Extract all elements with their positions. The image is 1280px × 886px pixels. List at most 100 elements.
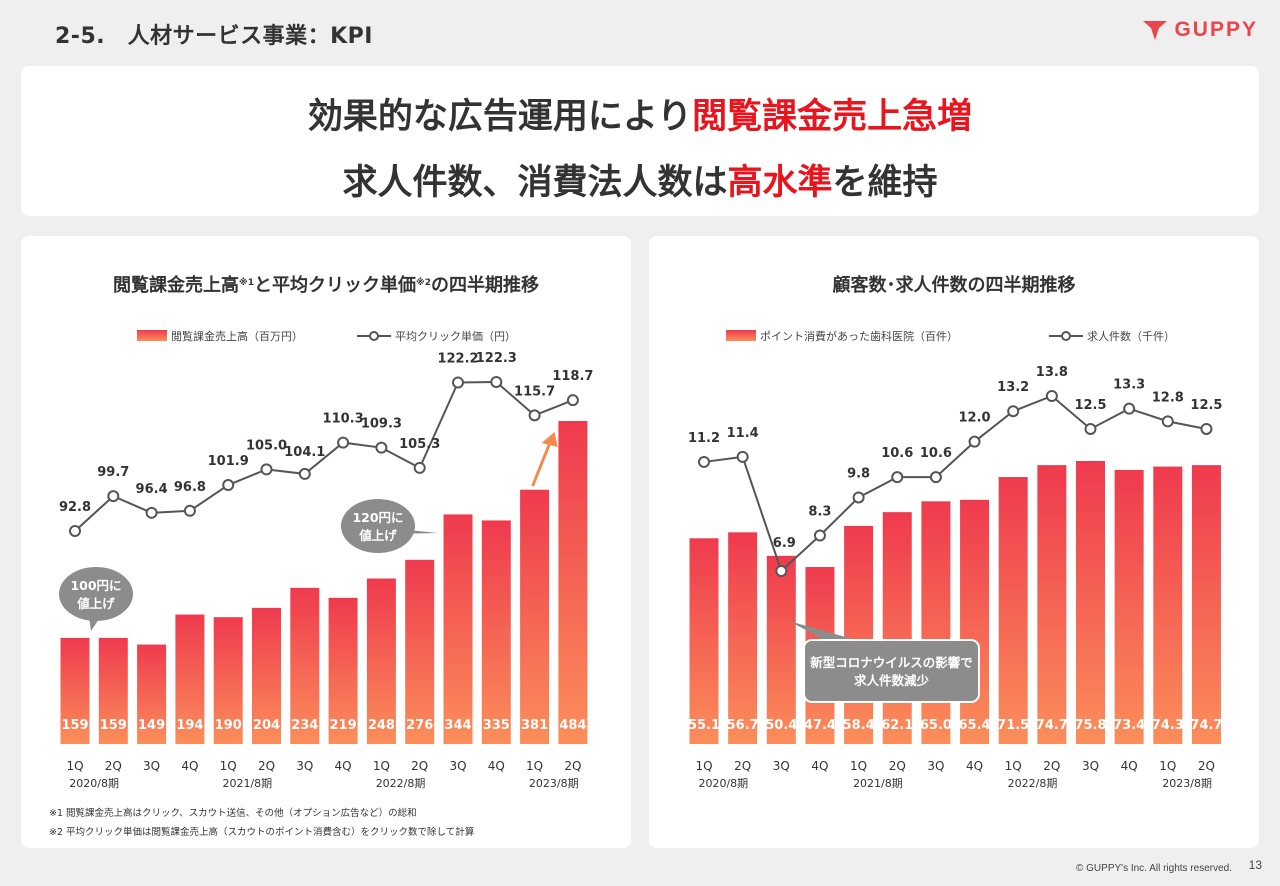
trend-arrow-shaft (531, 440, 552, 487)
line-value-label: 13.3 (1113, 378, 1145, 393)
bar (558, 421, 588, 744)
line-point (891, 471, 904, 484)
bar-value-label: 344 (444, 718, 471, 733)
bar (844, 525, 874, 744)
legend-line-marker (1061, 331, 1071, 341)
fish-logo-icon (1143, 21, 1168, 40)
line-point (260, 463, 273, 476)
line-value-label: 92.8 (59, 500, 91, 515)
bar (728, 532, 758, 744)
x-tick-label: 4Q (335, 759, 352, 773)
page-title: 2-5. 人材サービス事業：KPI (55, 24, 373, 49)
x-tick-label: 1Q (66, 759, 83, 773)
line-point (375, 441, 388, 454)
headline-text: を維持 (832, 163, 938, 203)
x-tick-label: 2Q (258, 759, 275, 773)
footnote: ※2 平均クリック単価は閲覧課金売上高（スカウトのポイント消費含む）をクリック数… (49, 826, 474, 838)
bar (175, 614, 205, 744)
line-point (298, 467, 311, 480)
bar-value-label: 58.4 (843, 718, 875, 733)
x-tick-label: 3Q (927, 759, 944, 773)
bar-value-label: 55.1 (688, 718, 720, 733)
line-value-label: 10.6 (920, 446, 952, 461)
chart-title: 顧客数･求人件数の四半期推移 (833, 274, 1076, 296)
headline-line-1: 効果的な広告運用により閲覧課金売上急増 (21, 88, 1259, 139)
brand-name: GUPPY (1174, 18, 1258, 41)
line-point (183, 504, 196, 517)
callout-bubble (59, 567, 133, 621)
bar-value-label: 50.4 (765, 718, 797, 733)
copyright: © GUPPY's Inc. All rights reserved. (1076, 863, 1232, 874)
x-tick-label: 2Q (734, 759, 751, 773)
callout-pointer (394, 530, 438, 534)
line-value-label: 122.3 (476, 351, 517, 366)
bar (1114, 469, 1144, 744)
x-tick-label: 4Q (966, 759, 983, 773)
x-period-label: 2021/8期 (222, 777, 272, 790)
bar-value-label: 190 (215, 718, 242, 733)
x-period-label: 2023/8期 (529, 777, 579, 790)
title-part: 閲覧課金売上高 (113, 274, 239, 296)
line-value-label: 109.3 (361, 417, 402, 432)
bar (689, 538, 719, 744)
line-value-label: 99.7 (97, 465, 129, 480)
title-part: 顧客数･求人件数の四半期推移 (833, 274, 1076, 296)
bar (766, 555, 796, 744)
callout-text: 求人件数減少 (854, 673, 930, 688)
bar (405, 559, 435, 744)
x-tick-label: 2Q (1198, 759, 1215, 773)
bar-value-label: 75.8 (1074, 718, 1106, 733)
bar-value-label: 62.1 (881, 718, 913, 733)
headline-highlight: 閲覧課金売上急増 (692, 97, 973, 137)
x-tick-label: 1Q (1159, 759, 1176, 773)
bar (60, 637, 90, 744)
bar (252, 607, 281, 744)
footnote: ※1 閲覧課金売上高はクリック、スカウト送信、その他（オプション広告など）の総和 (49, 807, 417, 819)
bar (213, 617, 243, 744)
x-period-label: 2022/8期 (376, 777, 426, 790)
x-tick-label: 2Q (105, 759, 122, 773)
x-tick-label: 1Q (526, 759, 543, 773)
bar-value-label: 484 (559, 718, 586, 733)
callout-text: 値上げ (76, 596, 115, 611)
line-point (1084, 422, 1097, 435)
line-point (813, 529, 826, 542)
bar (882, 512, 912, 744)
x-tick-label: 4Q (1121, 759, 1138, 773)
line-point (1200, 422, 1213, 435)
callout-pointer (789, 621, 856, 640)
bar-value-label: 248 (368, 718, 395, 733)
bar-value-label: 71.5 (997, 718, 1029, 733)
headline-text: 効果的な広告運用により (307, 97, 693, 137)
line-value-label: 104.1 (284, 445, 325, 460)
line-value-label: 13.8 (1036, 365, 1068, 380)
line-point (1161, 415, 1174, 428)
brand-logo: GUPPY (1142, 18, 1258, 42)
bar-value-label: 219 (330, 718, 357, 733)
line-point (528, 409, 541, 422)
bar (1037, 465, 1067, 744)
x-tick-label: 1Q (695, 759, 712, 773)
bar (960, 499, 990, 744)
line-point (968, 435, 981, 448)
bar-value-label: 65.0 (920, 718, 952, 733)
bar (481, 520, 511, 744)
x-period-label: 2022/8期 (1008, 777, 1058, 790)
headline-text: 求人件数、消費法人数は (342, 163, 728, 203)
callout-text: 120円に (352, 510, 403, 525)
title-footnote-mark: ※2 (416, 277, 431, 288)
line-point (1045, 390, 1058, 402)
bar (921, 501, 951, 744)
line-value-label: 12.8 (1152, 390, 1184, 405)
line-value-label: 110.3 (323, 412, 364, 427)
x-tick-label: 4Q (488, 759, 505, 773)
x-tick-label: 3Q (449, 759, 466, 773)
bar-value-label: 47.4 (804, 718, 836, 733)
bar (443, 514, 473, 744)
line-value-label: 101.9 (208, 454, 249, 469)
legend-line-label: 求人件数（千件） (1087, 330, 1175, 343)
legend-bar-swatch (137, 330, 167, 341)
line-series (74, 380, 574, 532)
